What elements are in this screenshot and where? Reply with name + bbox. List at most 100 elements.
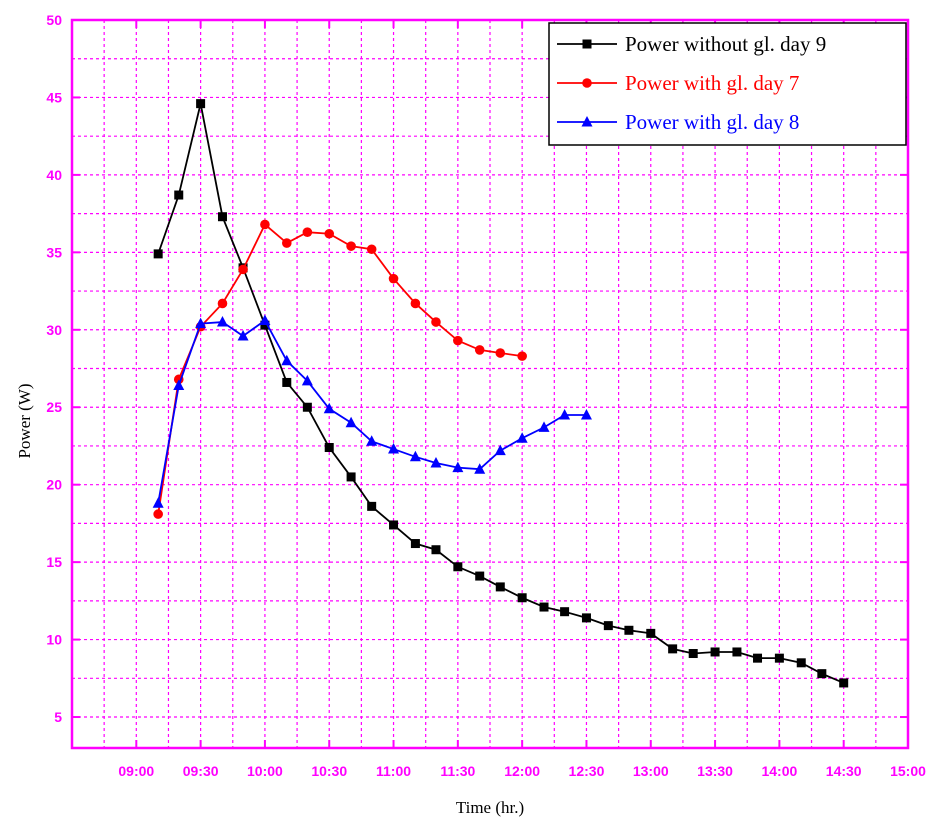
legend-marker [581, 116, 593, 127]
data-point [474, 463, 486, 474]
legend-label: Power with gl. day 8 [625, 110, 799, 134]
data-point [560, 607, 570, 617]
x-axis-label: Time (hr.) [456, 798, 524, 817]
data-point [817, 669, 827, 679]
data-point [796, 658, 806, 668]
axes: 09:00 09:30 10:00 10:30 11:00 11:30 12:00 12:30… [46, 12, 926, 779]
plot-frame [70, 18, 910, 750]
data-point [453, 335, 463, 346]
x-tick-label: 09:00 [118, 763, 154, 779]
data-point [539, 602, 549, 612]
x-tick-label: 11:00 [376, 763, 411, 779]
data-point [688, 649, 698, 659]
x-tick-label: 13:30 [697, 763, 733, 779]
y-tick-label: 10 [46, 632, 62, 648]
data-point [324, 228, 335, 239]
data-point [475, 571, 485, 581]
data-point [538, 421, 550, 432]
data-point [302, 227, 313, 238]
data-point [301, 374, 313, 386]
data-point [366, 435, 378, 446]
series-3 [152, 314, 592, 508]
data-point [559, 408, 571, 420]
data-point [173, 379, 185, 391]
data-point [431, 317, 441, 327]
legend-marker [582, 39, 592, 49]
x-tick-label: 11:30 [440, 763, 475, 779]
data-point [216, 316, 228, 327]
data-point [388, 273, 399, 284]
x-tick-label: 12:00 [504, 763, 540, 779]
data-point [196, 99, 206, 109]
x-tick-label: 09:30 [183, 763, 219, 779]
legend-marker [582, 78, 592, 88]
y-tick-label: 15 [46, 554, 62, 570]
legend-label: Power without gl. day 9 [625, 32, 826, 56]
y-tick-label: 30 [46, 322, 62, 338]
y-tick-label: 25 [46, 399, 62, 415]
data-point [152, 497, 164, 508]
data-point [259, 314, 271, 325]
data-point [346, 472, 356, 482]
data-point [345, 416, 357, 428]
data-point [603, 621, 613, 631]
data-point [410, 539, 420, 549]
data-point [388, 443, 400, 454]
legend-label: Power with gl. day 7 [625, 71, 799, 95]
data-point [495, 348, 506, 358]
data-point [153, 509, 163, 519]
data-point [516, 432, 528, 443]
data-point [517, 593, 527, 603]
data-point [409, 450, 421, 462]
x-tick-label: 14:30 [826, 763, 862, 779]
data-point [217, 212, 227, 222]
y-tick-label: 45 [46, 89, 62, 105]
y-tick-label: 5 [54, 709, 62, 725]
y-axis-label: Power (W) [15, 383, 34, 458]
data-point [260, 219, 270, 230]
x-tick-label: 10:30 [311, 763, 347, 779]
x-tick-label: 10:00 [247, 763, 283, 779]
data-point [517, 351, 527, 361]
data-point [217, 298, 228, 309]
data-point [237, 329, 249, 341]
data-point [323, 402, 335, 414]
series-layer [152, 99, 849, 688]
data-point [430, 456, 442, 468]
legend-entry: Power without gl. day 9 [557, 32, 826, 56]
legend-entry: Power with gl. day 7 [557, 71, 799, 95]
data-point [646, 628, 656, 638]
data-point [753, 653, 763, 663]
data-point [302, 402, 312, 412]
data-point [153, 249, 163, 259]
data-point [710, 647, 720, 657]
data-point [367, 501, 377, 511]
data-point [580, 408, 592, 420]
series-1 [153, 99, 849, 688]
x-tick-label: 14:00 [761, 763, 797, 779]
data-point [174, 190, 184, 200]
data-point [839, 678, 849, 688]
data-point [389, 520, 399, 530]
x-tick-label: 15:00 [890, 763, 926, 779]
y-tick-label: 35 [46, 244, 62, 260]
data-point [624, 625, 634, 635]
x-tick-label: 12:30 [569, 763, 605, 779]
data-point [453, 562, 463, 572]
data-point [581, 613, 591, 623]
y-tick-label: 40 [46, 167, 62, 183]
y-tick-label: 50 [46, 12, 62, 28]
data-point [366, 244, 377, 255]
data-point [494, 444, 506, 456]
y-tick-label: 20 [46, 477, 62, 493]
data-point [452, 461, 464, 473]
legend-entry: Power with gl. day 8 [557, 110, 799, 134]
legend: Power without gl. day 9 Power with gl. da… [548, 22, 907, 146]
x-tick-label: 13:00 [633, 763, 669, 779]
data-point [474, 345, 485, 355]
data-point [195, 317, 207, 329]
data-point [431, 545, 441, 555]
data-point [346, 241, 356, 251]
data-point [774, 653, 784, 663]
